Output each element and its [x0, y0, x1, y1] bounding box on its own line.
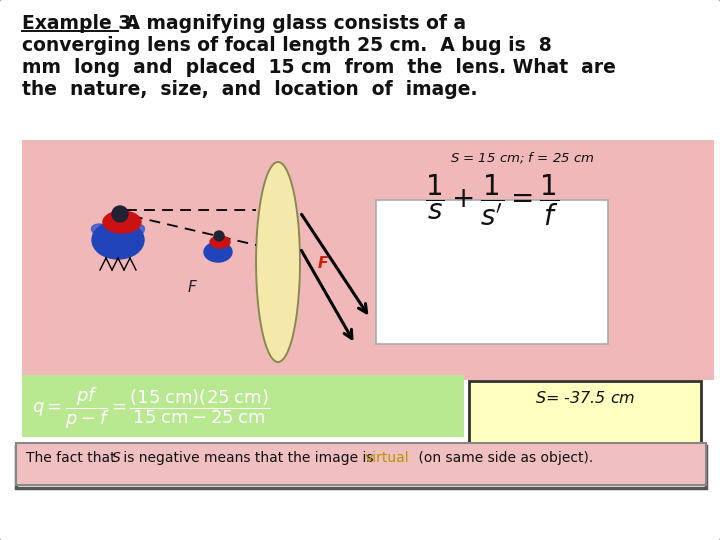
Text: A magnifying glass consists of a: A magnifying glass consists of a	[119, 14, 466, 33]
Text: (on same side as object).: (on same side as object).	[414, 451, 593, 465]
Bar	[22, 140, 714, 380]
Text: mm  long  and  placed  15 cm  from  the  lens. What  are: mm long and placed 15 cm from the lens. …	[22, 58, 616, 77]
Text: the  nature,  size,  and  location  of  image.: the nature, size, and location of image.	[22, 80, 477, 99]
Text: S: S	[112, 451, 121, 465]
Text: F: F	[318, 256, 328, 271]
Text: virtual: virtual	[365, 451, 410, 465]
Text: is negative means that the image is: is negative means that the image is	[119, 451, 378, 465]
Text: $q=\dfrac{pf}{p-f}=\dfrac{(15\;\mathrm{cm})(25\;\mathrm{cm})}{15\;\mathrm{cm} - : $q=\dfrac{pf}{p-f}=\dfrac{(15\;\mathrm{c…	[32, 385, 270, 430]
Polygon shape	[256, 162, 300, 362]
Ellipse shape	[92, 221, 144, 259]
Text: $S$= -37.5 cm: $S$= -37.5 cm	[535, 390, 635, 406]
Text: Example 3.: Example 3.	[22, 14, 138, 33]
FancyBboxPatch shape	[376, 200, 608, 344]
Text: F: F	[188, 280, 197, 295]
FancyBboxPatch shape	[16, 443, 706, 485]
Bar	[22, 375, 464, 437]
Ellipse shape	[120, 224, 145, 240]
Ellipse shape	[103, 211, 141, 233]
Ellipse shape	[210, 236, 230, 248]
Text: $\dfrac{1}{s}+\dfrac{1}{s^{\prime}}=\dfrac{1}{f}$: $\dfrac{1}{s}+\dfrac{1}{s^{\prime}}=\dfr…	[425, 172, 559, 228]
Text: $S$ = 15 cm; $f$ = 25 cm: $S$ = 15 cm; $f$ = 25 cm	[450, 150, 595, 165]
Ellipse shape	[204, 242, 232, 262]
Ellipse shape	[91, 224, 117, 240]
Circle shape	[112, 206, 128, 222]
FancyBboxPatch shape	[469, 381, 701, 445]
Text: converging lens of focal length 25 cm.  A bug is  8: converging lens of focal length 25 cm. A…	[22, 36, 552, 55]
Text: The fact that: The fact that	[26, 451, 120, 465]
Circle shape	[214, 231, 224, 241]
